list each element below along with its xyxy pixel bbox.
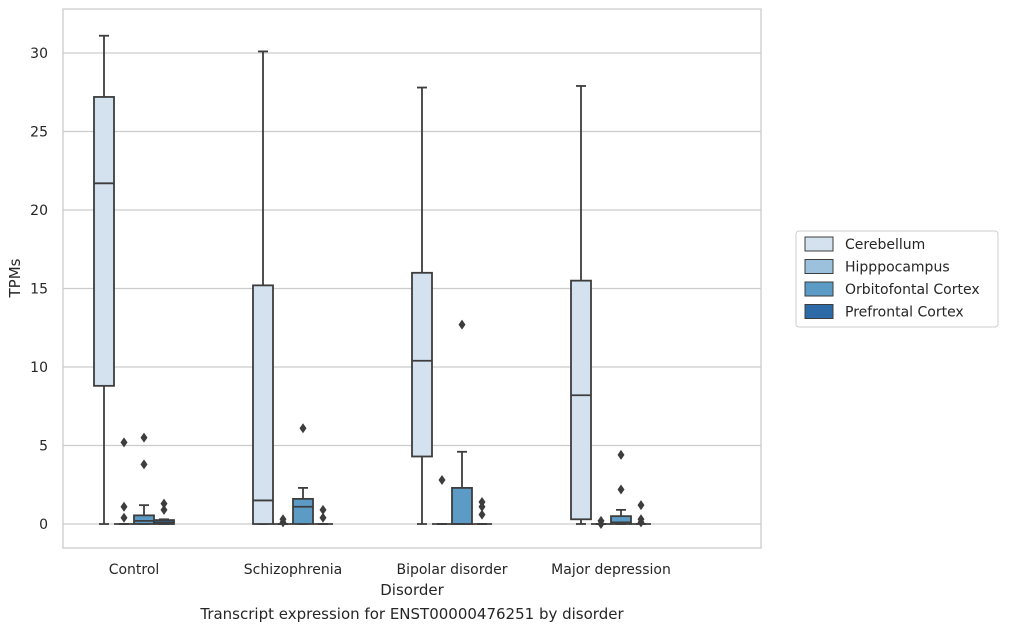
x-ticks: Control Schizophrenia Bipolar disorder Majo…	[109, 562, 671, 578]
y-tick-label: 0	[39, 517, 48, 533]
y-tick-label: 20	[30, 203, 48, 219]
outlier-point	[617, 484, 625, 495]
box-iqr	[610, 515, 632, 525]
outlier-point	[597, 515, 605, 526]
y-tick-label: 10	[30, 360, 48, 376]
outlier-point	[160, 498, 168, 509]
box-hipppocampus	[591, 515, 611, 529]
box-iqr	[252, 284, 274, 525]
outlier-point	[458, 319, 466, 330]
outlier-point	[140, 459, 148, 470]
outlier-point	[160, 504, 168, 515]
box-iqr	[292, 497, 314, 525]
boxes	[93, 34, 651, 529]
plot-frame	[62, 8, 762, 549]
figure-caption: Transcript expression for ENST0000047625…	[200, 605, 624, 623]
outlier-point	[319, 512, 327, 523]
box-iqr	[570, 279, 592, 521]
outlier-point	[478, 497, 486, 508]
legend-entry-label: Cerebellum	[845, 237, 925, 253]
y-tick-label: 25	[30, 125, 48, 141]
outlier-point	[438, 475, 446, 486]
legend-swatch	[804, 304, 834, 319]
x-tick-label: Control	[109, 562, 160, 578]
y-tick-label: 30	[30, 46, 48, 62]
legend-frame	[795, 230, 999, 328]
outlier-point	[319, 504, 327, 515]
legend-swatch	[804, 259, 834, 274]
legend-swatch	[804, 236, 834, 252]
box-hipppocampus	[273, 514, 293, 528]
box-iqr	[93, 96, 115, 387]
y-ticks: 0 5 10 15 20 25 30	[30, 46, 48, 533]
outlier-point	[637, 500, 645, 511]
x-tick-label: Major depression	[551, 562, 671, 578]
outlier-point	[279, 514, 287, 525]
box-cerebellum	[252, 50, 274, 525]
box-cerebellum	[411, 86, 433, 525]
outlier-point	[120, 512, 128, 523]
outlier-point	[120, 437, 128, 448]
box-cerebellum	[570, 85, 592, 525]
box-orbitofontal-cortex	[292, 423, 314, 525]
legend: Cerebellum Hipppocampus Orbitofontal Corte…	[795, 230, 999, 328]
legend-entry-label: Hipppocampus	[845, 260, 950, 276]
box-prefrontal-cortex	[472, 497, 492, 525]
box-iqr	[411, 271, 433, 458]
y-tick-label: 5	[39, 439, 48, 455]
outlier-point	[617, 449, 625, 460]
box-prefrontal-cortex	[631, 500, 651, 528]
y-tick-label: 15	[30, 282, 48, 298]
legend-swatch	[804, 281, 834, 297]
box-iqr	[133, 514, 155, 525]
box-prefrontal-cortex	[313, 504, 333, 525]
box-iqr	[451, 486, 473, 525]
legend-entry-label: Prefrontal Cortex	[845, 305, 964, 321]
outlier-point	[299, 423, 307, 434]
outlier-point	[637, 514, 645, 525]
y-axis-label: TPMs	[6, 258, 24, 298]
outlier-point	[120, 501, 128, 512]
box-prefrontal-cortex	[153, 498, 175, 525]
box-orbitofontal-cortex	[610, 449, 632, 525]
x-tick-label: Bipolar disorder	[396, 562, 507, 578]
box-orbitofontal-cortex	[451, 319, 473, 525]
outlier-point	[478, 509, 486, 520]
x-axis-label: Disorder	[380, 581, 444, 599]
x-tick-label: Schizophrenia	[244, 562, 342, 578]
legend-entry-label: Orbitofontal Cortex	[845, 282, 980, 298]
box-cerebellum	[93, 34, 115, 525]
outlier-point	[140, 432, 148, 443]
box-hipppocampus	[432, 475, 452, 525]
box-hipppocampus	[114, 437, 134, 525]
